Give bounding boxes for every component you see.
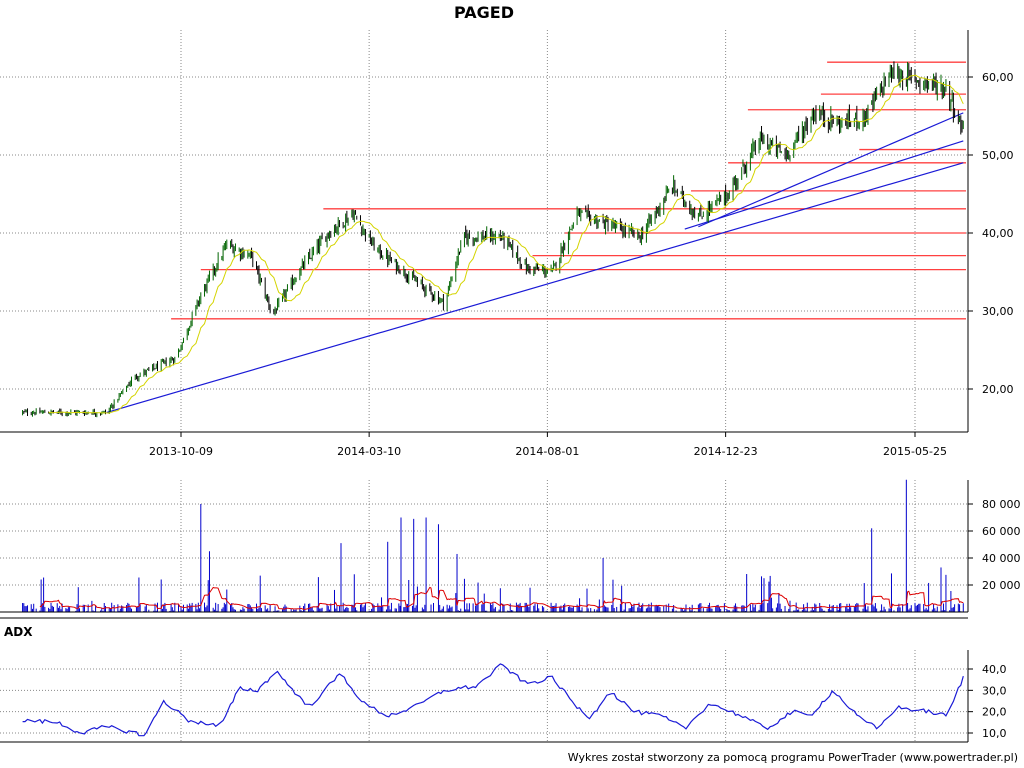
price-candles [22,61,964,418]
date-tick-label: 2013-10-09 [149,445,213,458]
price-tick-label: 30,00 [982,305,1014,318]
volume-tick-label: 80 000 [982,498,1021,511]
price-panel: 20,00 30,00 40,00 50,00 60,00 2013-10-09 2014… [0,30,1014,458]
price-grid [0,30,968,432]
volume-bars [22,479,964,612]
adx-line [22,663,964,737]
volume-tick-label: 60 000 [982,525,1021,538]
price-tick-label: 40,00 [982,227,1014,240]
chart-title: PAGED [454,3,514,22]
volume-tick-label: 20 000 [982,579,1021,592]
price-tick-label: 50,00 [982,149,1014,162]
price-tick-label: 60,00 [982,71,1014,84]
price-y-ticks: 20,00 30,00 40,00 50,00 60,00 [968,71,1014,396]
trend-line [698,112,964,228]
footer-credit: Wykres został stworzony za pomocą progra… [568,751,1018,764]
adx-panel: ADX 10,0 20,0 30,0 40,0 [0,625,1007,743]
volume-tick-label: 40 000 [982,552,1021,565]
trend-lines [106,112,964,413]
volume-y-ticks: 20 000 40 000 60 000 80 000 [968,498,1021,592]
volume-grid [0,480,968,612]
price-x-ticks: 2013-10-09 2014-03-10 2014-08-01 2014-12-23… [149,432,947,458]
adx-tick-label: 20,0 [982,706,1007,719]
date-tick-label: 2014-03-10 [337,445,401,458]
trend-line [106,162,964,413]
price-tick-label: 20,00 [982,383,1014,396]
volume-average-line [39,586,964,610]
support-lines [171,61,966,320]
date-tick-label: 2014-12-23 [694,445,758,458]
adx-y-ticks: 10,0 20,0 30,0 40,0 [968,663,1007,740]
trend-line [684,140,964,230]
volume-panel: 20 000 40 000 60 000 80 000 [0,479,1021,619]
adx-grid [0,650,968,742]
adx-tick-label: 40,0 [982,663,1007,676]
adx-label: ADX [4,625,33,639]
adx-tick-label: 30,0 [982,684,1007,697]
sma-line [48,74,964,414]
date-tick-label: 2014-08-01 [515,445,579,458]
date-tick-label: 2015-05-25 [883,445,947,458]
adx-tick-label: 10,0 [982,727,1007,740]
